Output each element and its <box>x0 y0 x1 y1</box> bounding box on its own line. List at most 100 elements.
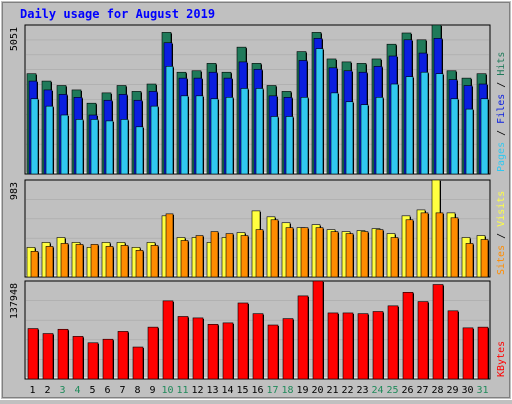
pages-bar <box>150 105 159 175</box>
x-tick-label: 20 <box>311 385 323 396</box>
pages-bar <box>45 105 54 175</box>
pages-bar <box>330 92 339 175</box>
panel-1: 5051 Pages / Files / Hits <box>9 24 507 175</box>
x-tick-label: 11 <box>176 385 188 396</box>
legend-visits: Visits <box>496 191 507 227</box>
legend-kbytes: KBytes <box>496 341 507 377</box>
pages-bar <box>465 108 474 175</box>
sites-bar <box>330 231 339 278</box>
kbytes-bar <box>477 326 489 380</box>
kbytes-bar <box>102 338 114 380</box>
pages-bar <box>360 104 369 175</box>
kbytes-bar <box>282 318 294 380</box>
x-tick-label: 15 <box>236 385 248 396</box>
kbytes-bar <box>162 300 174 380</box>
x-tick-label: 29 <box>446 385 458 396</box>
kbytes-bar <box>372 311 384 380</box>
x-tick-label: 18 <box>281 385 293 396</box>
kbytes-bar <box>72 336 84 380</box>
pages-bar <box>135 126 144 175</box>
y-max-label: 5051 <box>9 27 20 51</box>
sites-bar <box>105 246 114 278</box>
x-tick-label: 30 <box>461 385 473 396</box>
x-tick-label: 16 <box>251 385 263 396</box>
pages-bar <box>435 73 444 175</box>
pages-bar <box>195 95 204 175</box>
pages-bar <box>285 116 294 175</box>
x-tick-label: 26 <box>401 385 413 396</box>
kbytes-bar <box>402 292 414 380</box>
sites-bar <box>465 243 474 278</box>
x-tick-label: 21 <box>326 385 338 396</box>
sites-bar <box>300 227 309 278</box>
kbytes-bar <box>432 284 444 380</box>
x-tick-label: 19 <box>296 385 308 396</box>
pages-bar <box>75 119 84 175</box>
pages-bar <box>450 98 459 175</box>
sites-bar <box>195 235 204 278</box>
x-tick-label: 12 <box>191 385 203 396</box>
pages-bar <box>255 88 264 175</box>
y-max-label: 137948 <box>9 283 20 319</box>
sites-bar <box>30 251 39 278</box>
pages-bar <box>180 95 189 175</box>
x-tick-label: 23 <box>356 385 368 396</box>
kbytes-bar <box>222 322 234 380</box>
sites-bar <box>435 212 444 278</box>
x-tick-label: 8 <box>134 385 140 396</box>
y-max-label: 983 <box>9 182 20 200</box>
x-tick-label: 31 <box>476 385 488 396</box>
kbytes-bar <box>87 342 99 380</box>
pages-bar <box>60 114 69 175</box>
x-tick-label: 6 <box>104 385 110 396</box>
legend-pages: Pages <box>496 142 507 172</box>
pages-bar <box>315 48 324 175</box>
chart-panels: 5051 Pages / Files / Hits 983 Sites / Visit… <box>9 24 507 380</box>
pages-bar <box>210 98 219 175</box>
kbytes-bar <box>387 305 399 380</box>
kbytes-bar <box>312 280 324 380</box>
sites-bar <box>450 217 459 278</box>
x-tick-label: 5 <box>89 385 95 396</box>
sites-bar <box>135 250 144 278</box>
kbytes-bar <box>237 302 249 380</box>
kbytes-bar <box>177 316 189 380</box>
kbytes-bar <box>147 326 159 380</box>
pages-bar <box>105 120 114 175</box>
kbytes-bar <box>327 312 339 380</box>
pages-bar <box>405 76 414 175</box>
x-tick-label: 25 <box>386 385 398 396</box>
pages-bar <box>480 98 489 175</box>
kbytes-bar <box>447 310 459 380</box>
x-tick-label: 7 <box>119 385 125 396</box>
x-tick-label: 1 <box>29 385 35 396</box>
sites-bar <box>270 219 279 278</box>
pages-bar <box>240 88 249 175</box>
right-legend-label: Sites / Visits <box>496 191 507 275</box>
sites-bar <box>45 246 54 278</box>
pages-bar <box>225 97 234 175</box>
sites-bar <box>180 240 189 278</box>
sites-bar <box>240 235 249 278</box>
sites-bar <box>255 229 264 278</box>
sites-bar <box>405 219 414 278</box>
pages-bar <box>165 66 174 175</box>
pages-bar <box>270 116 279 175</box>
pages-bar <box>90 119 99 175</box>
pages-bar <box>30 98 39 175</box>
x-tick-label: 17 <box>266 385 278 396</box>
x-tick-label: 2 <box>44 385 50 396</box>
kbytes-bar <box>192 317 204 380</box>
pages-bar <box>345 101 354 175</box>
kbytes-bar <box>342 312 354 380</box>
outer-frame-dark <box>2 2 510 398</box>
kbytes-bar <box>27 328 39 380</box>
legend-sites: Sites <box>496 245 507 275</box>
x-tick-label: 3 <box>59 385 65 396</box>
right-legend-label: KBytes <box>496 341 507 377</box>
right-legend-label: Pages / Files / Hits <box>496 52 507 172</box>
sites-bar <box>120 245 129 278</box>
legend-hits: Hits <box>496 52 507 76</box>
